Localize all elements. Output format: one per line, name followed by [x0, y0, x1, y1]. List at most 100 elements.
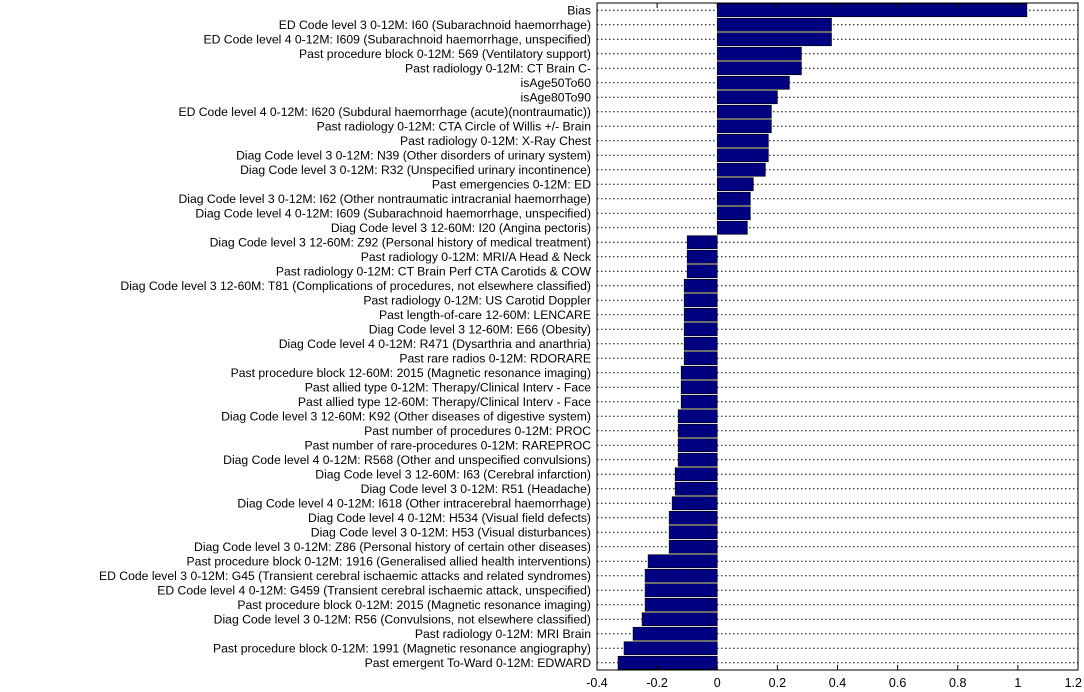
bar: [716, 46, 802, 61]
category-label: Past radiology 0-12M: MRI/A Head & Neck: [361, 250, 592, 264]
bar: [617, 655, 718, 670]
category-label: Diag Code level 3 0-12M: N39 (Other diso…: [236, 149, 591, 163]
x-tick-label: 1: [1014, 676, 1021, 690]
category-label: Past procedure block 0-12M: 1991 (Magnet…: [213, 642, 591, 656]
bar: [644, 597, 718, 612]
bar: [680, 380, 718, 395]
bar: [677, 452, 718, 467]
category-label: Diag Code level 3 0-12M: R32 (Unspecifie…: [240, 163, 591, 177]
category-label: Diag Code level 3 12-60M: I63 (Cerebral …: [315, 468, 591, 482]
bar: [680, 394, 718, 409]
category-label: ED Code level 4 0-12M: I609 (Subarachnoi…: [203, 33, 591, 47]
x-tick-label: 0.8: [949, 676, 966, 690]
category-label: Diag Code level 3 12-60M: I20 (Angina pe…: [331, 221, 591, 235]
bar: [686, 249, 718, 264]
category-label: Diag Code level 3 12-60M: T81 (Complicat…: [120, 279, 591, 293]
bar: [716, 104, 772, 119]
category-label: Past procedure block 0-12M: 569 (Ventila…: [299, 47, 591, 61]
category-label: isAge50To60: [521, 76, 592, 90]
category-label: Diag Code level 4 0-12M: R471 (Dysarthri…: [279, 337, 591, 351]
bar: [683, 307, 718, 322]
bar: [716, 75, 790, 90]
bar: [716, 90, 778, 105]
category-label: Diag Code level 3 0-12M: H53 (Visual dis…: [311, 526, 591, 540]
category-label: Diag Code level 3 12-60M: K92 (Other dis…: [221, 410, 591, 424]
gridlines: [597, 9, 1078, 664]
bar: [716, 220, 748, 235]
x-tick-label: 0.6: [889, 676, 906, 690]
bar: [716, 61, 802, 76]
x-tick-label: 0.2: [769, 676, 786, 690]
bar: [716, 162, 766, 177]
x-tick-label: 0: [714, 676, 721, 690]
category-label: Past length-of-care 12-60M: LENCARE: [379, 308, 591, 322]
bar: [716, 206, 751, 221]
category-label: Past radiology 0-12M: CT Brain Perf CTA …: [276, 265, 592, 279]
category-label: Past procedure block 12-60M: 2015 (Magne…: [231, 366, 591, 380]
bar: [644, 583, 718, 598]
x-tick-label: 1.2: [1065, 676, 1082, 690]
category-label: Diag Code level 4 0-12M: R568 (Other and…: [223, 453, 591, 467]
category-label: Past allied type 12-60M: Therapy/Clinica…: [298, 395, 591, 409]
bar: [641, 612, 718, 627]
bar: [683, 351, 718, 366]
category-label: Past radiology 0-12M: MRI Brain: [415, 627, 591, 641]
category-label: Past radiology 0-12M: CTA Circle of Will…: [317, 120, 591, 134]
bar: [668, 525, 718, 540]
bar: [716, 191, 751, 206]
x-tick-label: -0.2: [646, 676, 668, 690]
category-label: Diag Code level 3 0-12M: R51 (Headache): [361, 482, 591, 496]
x-tick-label: -0.4: [586, 676, 608, 690]
category-label: Past radiology 0-12M: US Carotid Doppler: [363, 294, 591, 308]
bar: [686, 235, 718, 250]
bar: [716, 32, 832, 47]
bar: [644, 568, 718, 583]
category-label: Diag Code level 3 0-12M: I62 (Other nont…: [178, 192, 591, 206]
bar: [632, 626, 718, 641]
category-label: Past radiology 0-12M: X-Ray Chest: [400, 134, 592, 148]
category-label: Diag Code level 3 12-60M: Z92 (Personal …: [210, 236, 591, 250]
bar: [680, 365, 718, 380]
bar: [674, 481, 718, 496]
bar: [668, 539, 718, 554]
bar: [683, 293, 718, 308]
category-label: Diag Code level 3 0-12M: Z86 (Personal h…: [194, 540, 591, 554]
bar: [623, 641, 718, 656]
x-axis-ticks: -0.4 -0.2 0 0.2 0.4 0.6 0.8 1 1.2: [586, 3, 1082, 690]
bar: [716, 17, 832, 32]
bar: [674, 467, 718, 482]
bar: [683, 322, 718, 337]
category-label: ED Code level 3 0-12M: G45 (Transient ce…: [99, 569, 591, 583]
category-label: Bias: [567, 4, 591, 18]
category-label: Diag Code level 4 0-12M: I618 (Other int…: [237, 497, 591, 511]
category-label: Diag Code level 4 0-12M: I609 (Subarachn…: [195, 207, 591, 221]
x-tick-label: 0.4: [829, 676, 846, 690]
category-label: ED Code level 4 0-12M: I620 (Subdural ha…: [178, 105, 591, 119]
bar: [716, 177, 754, 192]
category-label: Diag Code level 4 0-12M: H534 (Visual fi…: [308, 511, 591, 525]
bar: [647, 554, 718, 569]
category-label: Past procedure block 0-12M: 1916 (Genera…: [187, 555, 591, 569]
bar: [677, 409, 718, 424]
category-label: Diag Code level 3 0-12M: R56 (Convulsion…: [214, 613, 591, 627]
bar: [671, 496, 718, 511]
category-label: Past procedure block 0-12M: 2015 (Magnet…: [237, 598, 591, 612]
category-label: Past allied type 0-12M: Therapy/Clinical…: [305, 381, 592, 395]
category-label: Past radiology 0-12M: CT Brain C-: [405, 62, 591, 76]
bar: [716, 3, 1028, 18]
bar: [716, 148, 769, 163]
category-label: Past emergent To-Ward 0-12M: EDWARD: [365, 656, 592, 670]
bar: [683, 336, 718, 351]
bar: [677, 423, 718, 438]
bar: [677, 438, 718, 453]
category-label: ED Code level 3 0-12M: I60 (Subarachnoid…: [279, 18, 591, 32]
bar: [686, 264, 718, 279]
category-label: isAge80To90: [521, 91, 592, 105]
bar: [683, 278, 718, 293]
category-label: Past emergencies 0-12M: ED: [432, 178, 591, 192]
category-label: Past number of rare-procedures 0-12M: RA…: [304, 439, 591, 453]
category-label: ED Code level 4 0-12M: G459 (Transient c…: [157, 584, 591, 598]
bar: [716, 119, 772, 134]
